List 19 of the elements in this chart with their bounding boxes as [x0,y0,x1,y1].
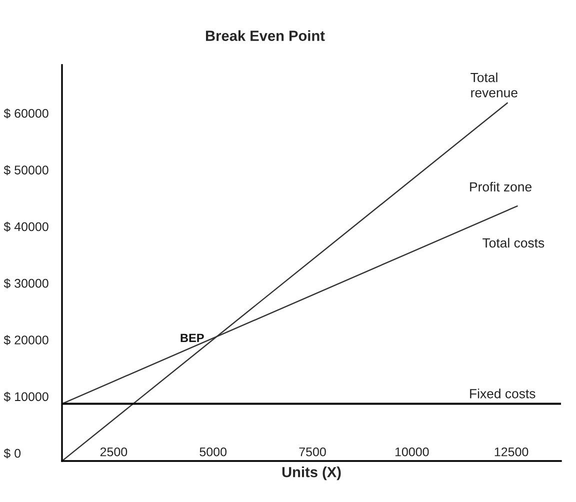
x-tick-label: 7500 [299,447,326,456]
x-tick-label: 5000 [200,447,227,456]
annotation: BEP [180,334,204,342]
y-tick-label: $ 30000 [4,278,48,289]
y-tick-label: $ 60000 [4,108,48,119]
y-tick-label: $ 0 [4,448,21,458]
y-tick-label: $ 50000 [4,165,48,176]
y-tick-label: $ 20000 [4,335,48,346]
y-tick-label: $ 40000 [4,222,48,232]
x-tick-label: 2500 [100,447,128,456]
y-tick-label: $ 10000 [4,392,48,402]
x-axis-title: Units (X) [282,466,341,480]
annotation: Profit zone [470,182,532,192]
chart-title: Break Even Point [206,30,325,41]
x-tick-label: 12500 [494,447,528,456]
series-label: Total revenue [470,72,518,98]
series-label: Total costs [482,238,544,248]
series-label: Fixed costs [470,388,536,398]
x-tick-label: 10000 [395,447,429,456]
